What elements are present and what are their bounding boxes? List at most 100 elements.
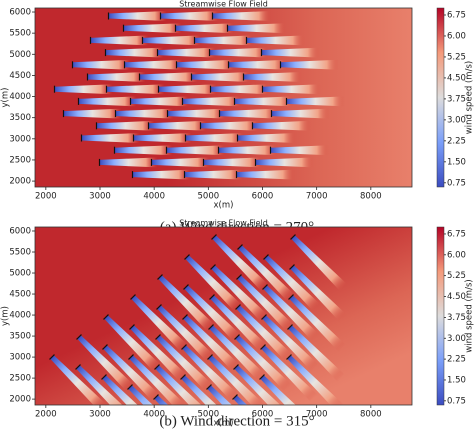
colorbar-tick-label: 0.75	[447, 396, 466, 406]
wake	[251, 120, 311, 131]
wake	[285, 96, 345, 107]
colorbar-tick-label: 6.75	[447, 229, 466, 239]
wake-shape	[237, 133, 296, 143]
x-tick-label: 2000	[35, 410, 57, 420]
turbine	[130, 294, 136, 300]
turbine	[157, 274, 163, 280]
wake-shape	[208, 355, 265, 405]
y-tick-label: 4500	[9, 290, 31, 300]
wake	[147, 120, 207, 131]
x-tick-label: 6000	[252, 410, 274, 420]
turbine	[236, 274, 242, 280]
wake	[202, 157, 262, 168]
wake-shape	[209, 47, 268, 58]
wake-shape	[234, 365, 291, 405]
wake	[235, 169, 295, 180]
wake	[226, 23, 286, 34]
colorbar-tick-label: 3.75	[447, 94, 466, 104]
y-tick-label: 4000	[9, 92, 31, 102]
turbine	[263, 254, 269, 260]
wake	[130, 294, 188, 352]
wake	[261, 84, 321, 95]
wake-shape	[264, 255, 321, 312]
wake-shape	[185, 133, 244, 143]
y-tick-label: 5000	[9, 269, 31, 279]
y-tick-label: 3500	[9, 113, 31, 123]
colorbar-label: wind speed (m/s)	[465, 279, 474, 352]
wake-shape	[54, 84, 113, 95]
wake	[260, 47, 320, 58]
wake-shape	[184, 169, 243, 180]
wake	[77, 96, 137, 107]
wakes	[53, 11, 345, 180]
wake-shape	[132, 169, 191, 180]
wake	[105, 84, 165, 95]
turbine	[289, 264, 295, 270]
x-axis-label: x(m)	[214, 201, 234, 211]
turbine	[129, 324, 135, 330]
wake-shape	[260, 375, 317, 405]
wake-shape	[148, 120, 207, 131]
wake-shape	[227, 23, 286, 34]
turbine	[102, 344, 108, 350]
turbine	[155, 334, 161, 340]
wake-shape	[237, 275, 294, 332]
wake-shape	[280, 59, 339, 70]
colorbar-tick-label: 2.25	[447, 136, 466, 146]
colorbar-tick-label: 5.25	[447, 52, 466, 62]
wake	[86, 72, 146, 82]
wake-shape	[271, 108, 330, 119]
wake-shape	[219, 108, 278, 119]
turbine	[101, 374, 107, 380]
plot-frame	[34, 7, 413, 188]
y-tick-label: 2500	[9, 374, 31, 384]
y-tick-label: 2500	[9, 155, 31, 165]
wake-shape	[133, 133, 192, 143]
wake-shape	[87, 72, 146, 82]
wake	[208, 47, 268, 58]
wake-shape	[289, 295, 346, 352]
wake-shape	[151, 157, 210, 168]
wake	[209, 84, 269, 95]
colorbar-tick-label: 3.00	[447, 115, 466, 125]
y-tick-label: 4000	[9, 311, 31, 321]
wake	[211, 11, 271, 21]
wake-shape	[128, 385, 185, 405]
turbine	[209, 294, 215, 300]
wake-shape	[211, 265, 268, 322]
wake-shape	[291, 235, 348, 292]
wake-shape	[139, 72, 198, 82]
wake-shape	[212, 11, 271, 21]
wake-shape	[185, 255, 242, 312]
wake-shape	[130, 96, 189, 107]
wake-shape	[124, 59, 183, 70]
wake	[227, 59, 287, 70]
colorbar-tick-label: 3.75	[447, 313, 466, 323]
colorbar-tick-label: 4.50	[447, 73, 466, 83]
wake	[62, 108, 122, 119]
wake-shape	[238, 245, 295, 302]
wake	[131, 169, 191, 180]
wake	[166, 108, 226, 119]
wake-shape	[166, 145, 225, 156]
wake-shape	[270, 145, 329, 156]
wake-shape	[96, 120, 155, 131]
wake-shape	[236, 305, 293, 362]
wake-shape	[203, 157, 262, 168]
wake	[132, 133, 192, 143]
wake-shape	[105, 47, 164, 58]
y-tick-label: 5000	[9, 50, 31, 60]
wake-shape	[287, 355, 344, 405]
colorbar-tick-label: 5.25	[447, 271, 466, 281]
colorbar-label: wind speed (m/s)	[465, 61, 474, 134]
wake-shape	[207, 385, 264, 405]
wake-shape	[167, 108, 226, 119]
wake	[190, 72, 250, 82]
y-axis-label: y(m)	[1, 306, 11, 326]
wake	[193, 35, 253, 46]
x-tick-label: 5000	[198, 410, 220, 420]
wake-shape	[156, 335, 213, 392]
wake	[254, 157, 314, 168]
wake-shape	[81, 133, 140, 143]
